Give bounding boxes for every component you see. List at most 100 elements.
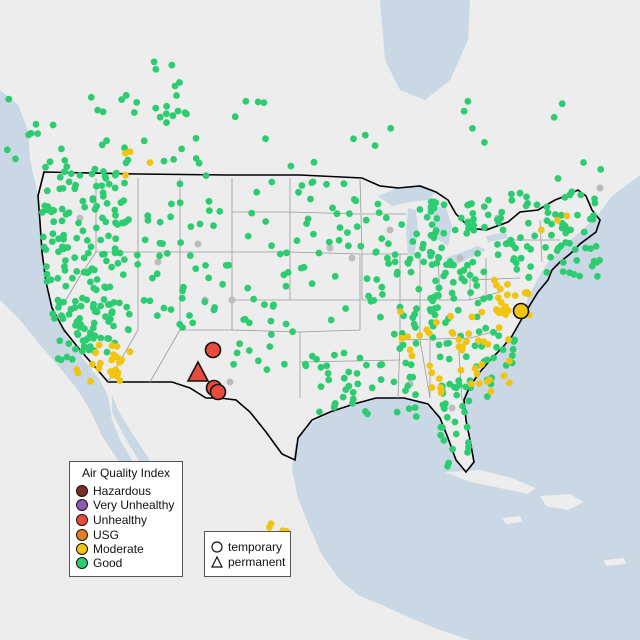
station-dot bbox=[390, 330, 398, 338]
station-dot bbox=[122, 159, 130, 167]
station-dot bbox=[253, 188, 261, 196]
station-dot bbox=[112, 219, 119, 227]
station-dot bbox=[323, 180, 330, 188]
station-dot bbox=[260, 99, 268, 106]
station-dot bbox=[114, 259, 122, 267]
station-dot bbox=[282, 282, 290, 290]
station-dot bbox=[378, 361, 386, 368]
station-dot bbox=[302, 362, 310, 370]
station-dot bbox=[50, 207, 58, 214]
station-dot bbox=[511, 336, 518, 344]
station-dot bbox=[72, 321, 79, 329]
station-dot bbox=[111, 249, 119, 257]
station-dot bbox=[416, 206, 424, 213]
station-dot bbox=[270, 301, 277, 309]
station-dot bbox=[493, 343, 500, 351]
station-dot bbox=[523, 193, 530, 201]
station-dot bbox=[340, 180, 348, 188]
good-stations bbox=[3, 58, 605, 470]
station-dot bbox=[50, 218, 58, 226]
station-dot bbox=[365, 292, 372, 300]
station-dot bbox=[391, 251, 399, 258]
station-dot bbox=[310, 230, 317, 238]
station-dot bbox=[73, 234, 81, 242]
station-dot bbox=[406, 346, 414, 354]
station-dot bbox=[160, 304, 168, 312]
station-dot bbox=[500, 372, 508, 380]
station-dot bbox=[183, 110, 190, 118]
station-dot bbox=[507, 236, 515, 244]
station-dot bbox=[126, 348, 134, 356]
station-dot bbox=[93, 276, 101, 283]
station-dot bbox=[92, 349, 100, 357]
station-dot bbox=[59, 315, 67, 323]
station-dot bbox=[574, 211, 581, 219]
unhealthy-circle-marker bbox=[209, 383, 227, 401]
station-dot bbox=[331, 272, 339, 280]
station-dot bbox=[186, 252, 194, 259]
station-dot bbox=[93, 182, 100, 190]
station-dot bbox=[85, 334, 92, 342]
station-dot bbox=[453, 391, 461, 399]
station-dot bbox=[87, 278, 94, 286]
station-dot bbox=[516, 189, 524, 197]
station-dot bbox=[482, 324, 490, 332]
station-dot bbox=[122, 91, 130, 99]
station-dot bbox=[77, 302, 85, 310]
station-dot bbox=[513, 265, 521, 273]
station-dot bbox=[440, 229, 448, 237]
station-dot bbox=[512, 259, 520, 267]
station-dot bbox=[537, 226, 545, 234]
station-dot bbox=[98, 182, 106, 190]
station-dot bbox=[72, 297, 79, 305]
good-swatch-icon bbox=[76, 557, 88, 569]
station-dot bbox=[587, 245, 594, 253]
station-dot bbox=[120, 256, 128, 263]
station-dot bbox=[329, 204, 336, 212]
station-dot bbox=[176, 199, 184, 207]
station-dot bbox=[499, 226, 507, 234]
station-dot bbox=[27, 129, 35, 137]
station-dot bbox=[202, 172, 210, 180]
station-type-legend: temporary permanent bbox=[204, 531, 291, 577]
station-dot bbox=[56, 173, 64, 181]
station-dot bbox=[205, 197, 213, 205]
station-dot bbox=[533, 201, 541, 209]
station-dot bbox=[283, 249, 290, 257]
station-dot bbox=[12, 155, 19, 163]
station-dot bbox=[415, 285, 423, 293]
station-dot bbox=[112, 211, 119, 219]
station-dot bbox=[56, 337, 64, 345]
station-dot bbox=[298, 182, 306, 189]
station-dot bbox=[465, 439, 472, 446]
station-dot bbox=[566, 191, 574, 199]
station-dot bbox=[451, 226, 459, 234]
station-dot bbox=[59, 185, 67, 192]
station-dot bbox=[435, 284, 443, 292]
station-dot bbox=[268, 178, 276, 186]
station-dot bbox=[436, 375, 443, 382]
station-dot bbox=[173, 92, 180, 99]
station-dot bbox=[97, 236, 105, 244]
station-dot bbox=[289, 328, 296, 336]
station-dot bbox=[284, 269, 292, 276]
station-dot bbox=[87, 377, 94, 385]
station-dot bbox=[339, 393, 347, 401]
station-dot bbox=[79, 227, 87, 235]
station-dot bbox=[90, 319, 98, 327]
station-dot bbox=[106, 283, 114, 291]
station-dot bbox=[83, 237, 91, 244]
station-dot bbox=[160, 157, 168, 165]
station-dot bbox=[266, 524, 273, 531]
station-dot bbox=[152, 104, 160, 112]
lake-ontario bbox=[486, 232, 508, 242]
station-dot bbox=[123, 303, 131, 311]
station-dot bbox=[377, 313, 384, 321]
station-dot bbox=[468, 313, 476, 321]
station-dot bbox=[67, 170, 75, 178]
station-dot bbox=[90, 284, 98, 292]
station-dot bbox=[97, 302, 104, 310]
station-dot bbox=[99, 193, 107, 200]
station-dot bbox=[377, 376, 385, 383]
station-dot bbox=[523, 243, 531, 250]
